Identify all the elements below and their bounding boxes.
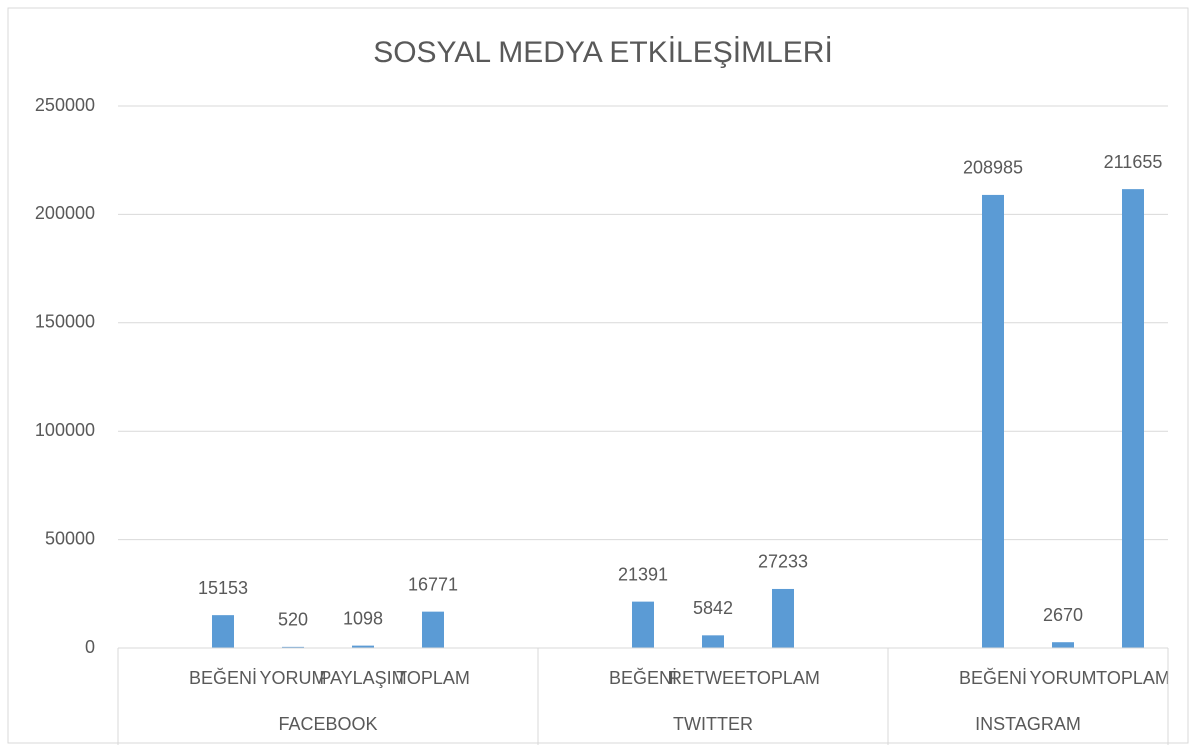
bar [982,194,1004,648]
data-label: 5842 [693,598,733,618]
data-label: 1098 [343,608,383,628]
x-tick-label: YORUM [260,668,327,688]
y-tick-label: 150000 [35,312,95,332]
x-tick-label: TOPLAM [1096,668,1170,688]
x-tick-label: BEĞENİ [959,667,1027,688]
y-tick-label: 250000 [35,95,95,115]
x-tick-label: TOPLAM [746,668,820,688]
y-tick-label: 0 [85,637,95,657]
data-label: 520 [278,610,308,630]
chart-border [7,7,1189,744]
bar [282,646,304,648]
x-tick-label: BEĞENİ [189,667,257,688]
bar [702,635,724,648]
group-label: TWITTER [673,714,753,734]
x-tick-label: PAYLAŞIM [319,668,406,688]
x-tick-label: BEĞENİ [609,667,677,688]
group-label: FACEBOOK [278,714,377,734]
bar [772,588,794,648]
y-tick-label: 200000 [35,203,95,223]
data-label: 208985 [963,158,1023,178]
bar [212,615,234,648]
chart-title: SOSYAL MEDYA ETKİLEŞİMLERİ [373,36,833,69]
data-label: 27233 [758,552,808,572]
group-label: INSTAGRAM [975,714,1081,734]
bar [1122,189,1144,648]
x-tick-label: RETWEET [669,668,757,688]
data-label: 15153 [198,578,248,598]
y-tick-label: 50000 [45,528,95,548]
data-label: 2670 [1043,605,1083,625]
x-tick-label: YORUM [1030,668,1097,688]
data-label: 21391 [618,564,668,584]
bar [352,645,374,648]
x-tick-label: TOPLAM [396,668,470,688]
data-label: 16771 [408,574,458,594]
data-label: 211655 [1104,152,1163,172]
bar [632,601,654,648]
bar [1052,642,1074,648]
y-tick-label: 100000 [35,420,95,440]
bar [422,611,444,648]
